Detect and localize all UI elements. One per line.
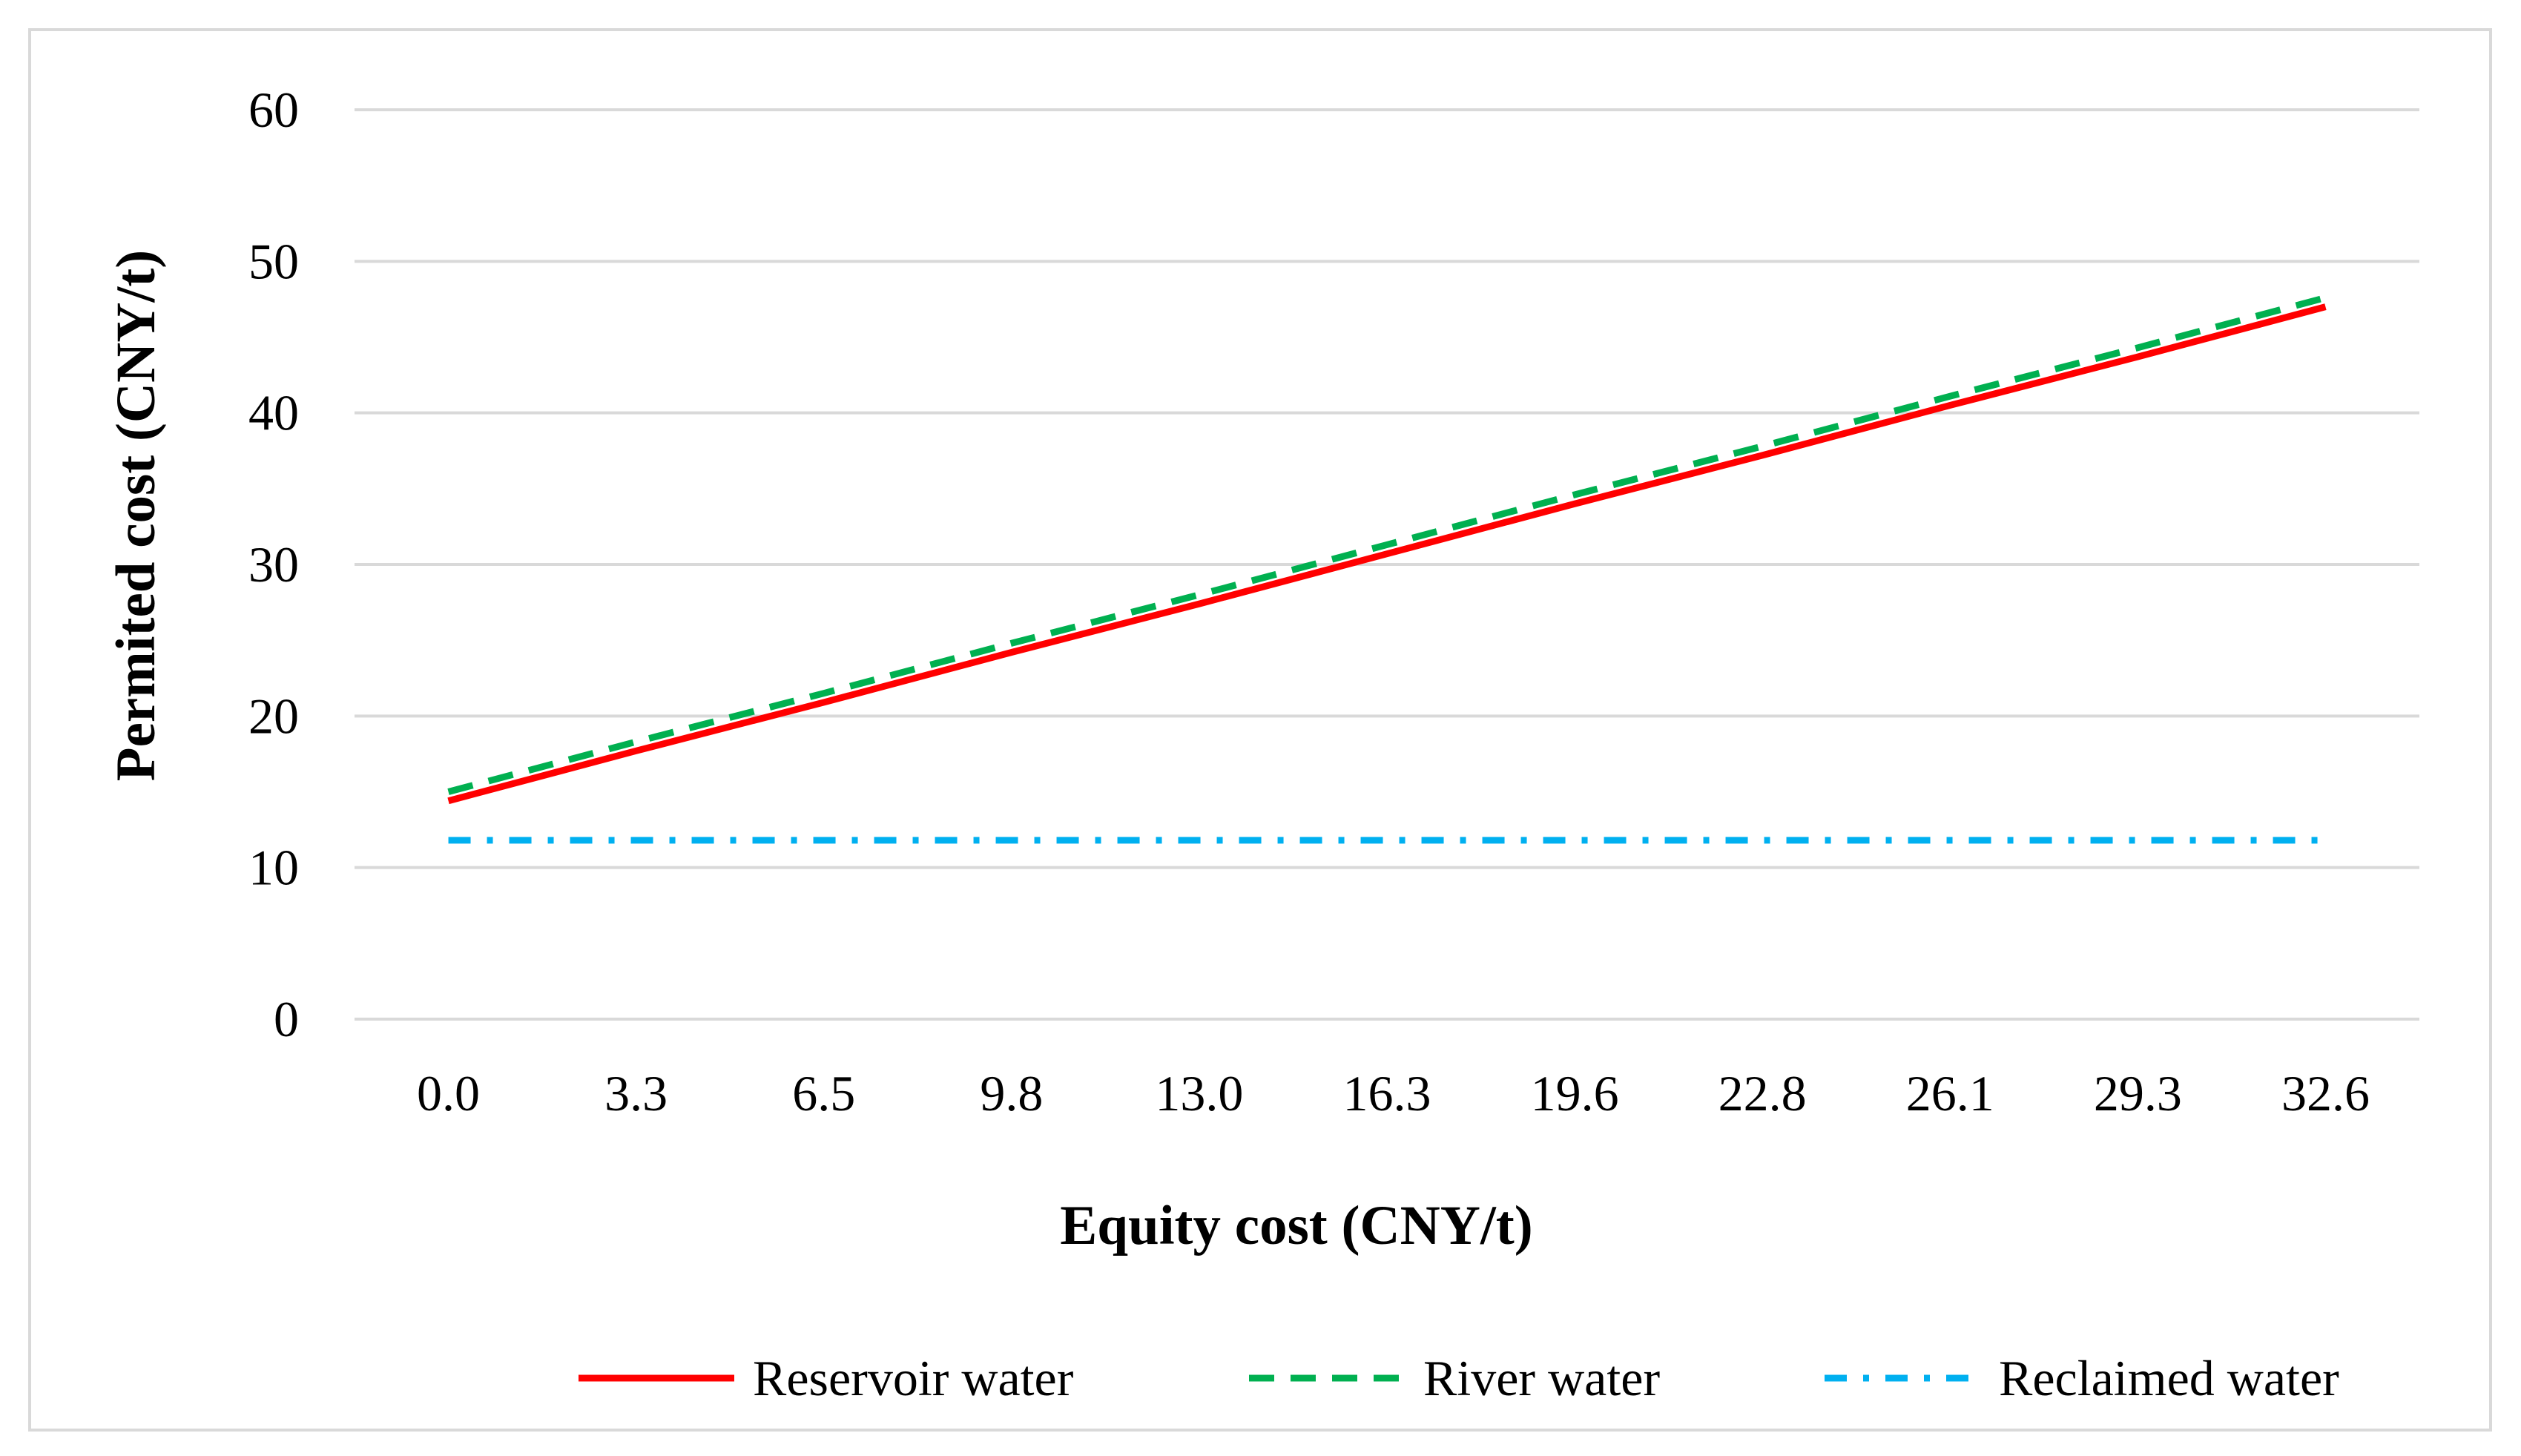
x-tick-label: 3.3 [604, 1065, 668, 1121]
x-tick-label: 9.8 [980, 1065, 1043, 1121]
x-tick-label: 32.6 [2281, 1065, 2370, 1121]
x-tick-label: 13.0 [1155, 1065, 1243, 1121]
legend: Reservoir water River water Reclaimed wate… [579, 1350, 2339, 1406]
series-lines [447, 294, 2327, 844]
legend-label: River water [1423, 1350, 1660, 1406]
y-tick-label: 10 [248, 840, 299, 896]
y-axis-title: Permited cost (CNY/t) [105, 250, 167, 781]
y-tick-label: 40 [248, 385, 299, 441]
x-axis-ticks: 0.0 3.3 6.5 9.8 13.0 16.3 19.6 22.8 26.1 29.3 32.6 [417, 1065, 2370, 1121]
x-tick-label: 16.3 [1343, 1065, 1431, 1121]
x-tick-label: 0.0 [417, 1065, 480, 1121]
legend-label: Reclaimed water [1999, 1350, 2339, 1406]
series-line-river-water [447, 294, 2327, 795]
y-axis-ticks: 0 10 20 30 40 50 60 [248, 82, 299, 1047]
x-tick-label: 29.3 [2094, 1065, 2182, 1121]
series-line-reservoir-water [447, 303, 2327, 805]
x-tick-label: 26.1 [1906, 1065, 1994, 1121]
x-tick-label: 22.8 [1718, 1065, 1807, 1121]
gridlines [355, 108, 2419, 1021]
chart-border [28, 28, 2492, 1432]
x-tick-label: 6.5 [792, 1065, 855, 1121]
y-tick-label: 30 [248, 536, 299, 593]
y-tick-label: 50 [248, 233, 299, 289]
y-tick-label: 60 [248, 82, 299, 138]
y-tick-label: 20 [248, 688, 299, 744]
x-tick-label: 19.6 [1531, 1065, 1619, 1121]
legend-label: Reservoir water [753, 1350, 1074, 1406]
y-tick-label: 0 [274, 991, 299, 1047]
x-axis-title: Equity cost (CNY/t) [1060, 1195, 1532, 1256]
